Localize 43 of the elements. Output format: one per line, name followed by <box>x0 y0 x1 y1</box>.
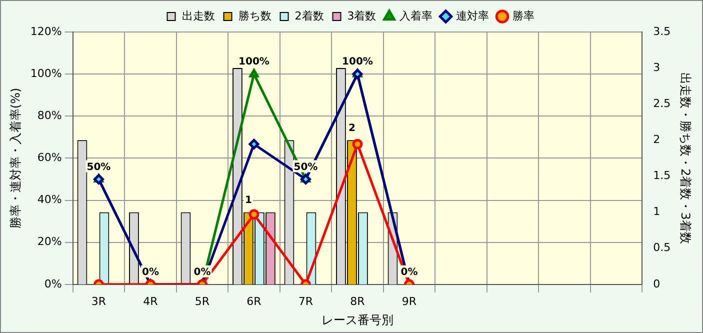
data-label: 100% <box>238 56 270 68</box>
x-tick-label: 7R <box>298 294 314 308</box>
legend-label: 出走数 <box>182 9 215 22</box>
legend-label: 3着数 <box>347 9 376 22</box>
y2-axis-title: 出走数・勝ち数・2着数・3着数 <box>678 72 693 244</box>
y-tick-label: 120% <box>30 24 62 38</box>
y-tick-label: 80% <box>37 108 62 122</box>
data-label: 1 <box>244 194 252 206</box>
x-tick-label: 5R <box>194 294 210 308</box>
y2-tick-label: 3 <box>653 60 660 74</box>
legend-label: 2着数 <box>294 9 324 22</box>
y2-tick-label: 1.5 <box>653 169 671 182</box>
legend-label: 勝率 <box>512 9 535 22</box>
y-tick-label: 40% <box>37 193 62 206</box>
data-label: 0% <box>142 266 159 278</box>
y-tick-label: 100% <box>30 66 62 80</box>
x-tick-label: 4R <box>143 294 158 308</box>
y2-tick-label: 3.5 <box>653 24 671 38</box>
legend-label: 入着率 <box>400 9 433 22</box>
data-label: 0% <box>400 266 418 278</box>
y2-tick-label: 2.5 <box>653 96 671 110</box>
x-tick-label: 3R <box>91 294 106 308</box>
x-tick-label: 6R <box>246 294 262 308</box>
data-label: 100% <box>342 56 373 68</box>
point <box>352 138 363 150</box>
y-tick-label: 60% <box>37 151 62 164</box>
x-tick-label: 8R <box>350 294 366 308</box>
data-label: 2 <box>348 122 356 134</box>
y2-tick-label: 0.5 <box>653 241 671 254</box>
legend-label: 連対率 <box>456 9 490 22</box>
y2-tick-label: 0 <box>653 277 660 290</box>
data-label: 50% <box>86 162 111 173</box>
data-label: 50% <box>294 162 318 173</box>
x-tick-label: 9R <box>402 294 417 308</box>
y2-tick-label: 1 <box>653 205 660 218</box>
x-axis-title: レース番号別 <box>321 312 394 327</box>
data-label: 0% <box>194 266 211 278</box>
y-tick-label: 0% <box>44 277 62 290</box>
y-axis-title: 勝率・連対率・入着率(%) <box>8 88 22 229</box>
point <box>248 138 260 150</box>
y2-tick-label: 2 <box>653 133 660 146</box>
legend-label: 勝ち数 <box>238 9 272 22</box>
y-tick-label: 20% <box>37 235 62 248</box>
